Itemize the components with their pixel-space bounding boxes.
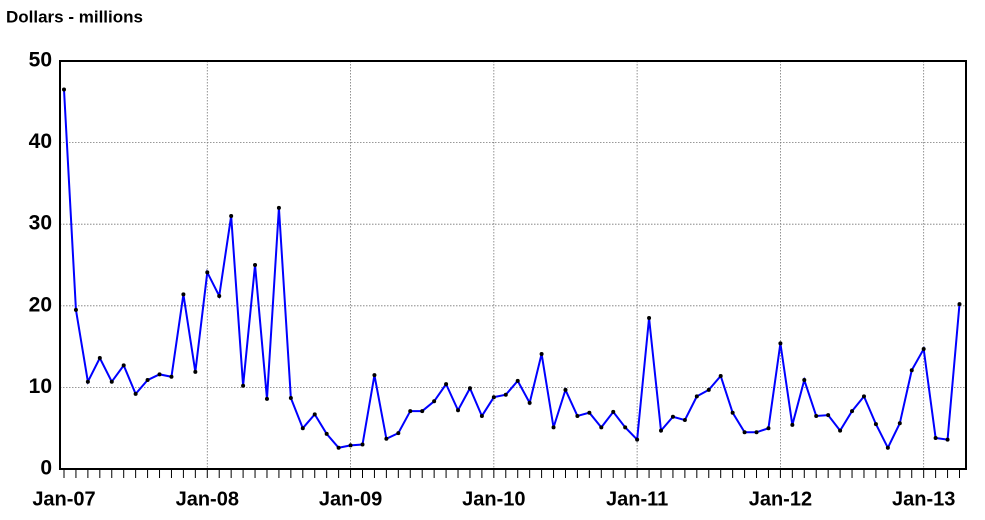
x-tick-label: Jan-08 <box>176 488 239 510</box>
data-point <box>814 413 819 418</box>
data-point <box>372 373 377 378</box>
data-point <box>109 379 114 384</box>
data-point <box>420 409 425 414</box>
data-point <box>205 270 210 275</box>
data-line <box>63 89 961 451</box>
y-tick-label: 10 <box>29 375 52 398</box>
data-point <box>802 378 807 383</box>
data-point <box>229 214 234 219</box>
data-point <box>157 372 162 377</box>
data-point <box>826 413 831 418</box>
y-tick-label: 40 <box>29 130 52 153</box>
data-point <box>300 426 305 431</box>
data-point <box>933 435 938 440</box>
y-tick-label: 50 <box>29 49 52 72</box>
y-tick-label: 20 <box>29 293 52 316</box>
data-point <box>694 394 699 399</box>
data-point <box>467 386 472 391</box>
data-point <box>957 302 962 307</box>
data-point <box>885 445 890 450</box>
data-point <box>288 396 293 401</box>
data-point <box>623 425 628 430</box>
y-axis-label: Dollars - millions <box>6 7 143 26</box>
x-tick-label: Jan-07 <box>32 488 95 510</box>
data-point <box>515 378 520 383</box>
x-tick-label: Jan-09 <box>319 488 382 510</box>
data-point <box>181 292 186 297</box>
data-point <box>432 399 437 404</box>
data-point <box>766 426 771 431</box>
data-point <box>563 387 568 392</box>
data-point <box>456 408 461 413</box>
data-point <box>145 378 150 383</box>
data-point <box>253 263 258 267</box>
data-point <box>897 421 902 426</box>
x-tick-label: Jan-11 <box>606 488 668 510</box>
data-point <box>444 382 449 387</box>
data-point <box>360 442 365 447</box>
data-point <box>62 87 66 92</box>
data-point <box>682 418 687 423</box>
data-point <box>730 410 735 415</box>
data-point <box>73 307 78 312</box>
data-point <box>241 383 246 388</box>
data-point <box>861 394 866 399</box>
data-point <box>778 341 783 346</box>
data-point <box>945 437 950 442</box>
data-point <box>539 351 544 356</box>
plot-frame <box>59 60 967 470</box>
data-point <box>396 431 401 436</box>
data-point <box>909 368 914 373</box>
data-point <box>527 400 532 405</box>
data-point <box>611 409 616 414</box>
y-tick-label: 0 <box>40 457 52 480</box>
data-point <box>754 430 759 435</box>
x-tick-label: Jan-10 <box>462 488 525 510</box>
data-point <box>921 347 926 352</box>
data-point <box>348 443 353 448</box>
x-tick-label: Jan-13 <box>892 488 955 510</box>
data-point <box>264 396 269 401</box>
data-point <box>276 205 281 210</box>
data-point <box>217 294 222 299</box>
data-point <box>718 373 723 378</box>
data-point <box>193 369 198 374</box>
data-point <box>503 392 508 397</box>
data-point <box>85 379 90 384</box>
data-point <box>479 413 484 418</box>
data-point <box>133 391 138 396</box>
data-point <box>635 437 640 442</box>
data-point <box>408 409 413 414</box>
data-point <box>742 430 747 435</box>
data-point <box>706 387 711 392</box>
data-point <box>790 422 795 427</box>
data-point <box>97 356 102 361</box>
data-point <box>312 412 317 417</box>
data-point <box>551 425 556 430</box>
data-point <box>575 413 580 418</box>
y-tick-label: 30 <box>29 212 52 235</box>
data-point <box>599 425 604 430</box>
data-point <box>336 445 341 450</box>
data-point <box>873 422 878 427</box>
data-point <box>121 363 126 368</box>
x-tick-label: Jan-12 <box>749 488 812 510</box>
data-point <box>647 316 652 321</box>
data-point <box>659 428 663 433</box>
data-point <box>838 428 843 433</box>
data-point <box>491 395 496 400</box>
data-point <box>384 436 389 441</box>
data-point <box>587 410 592 415</box>
data-point <box>670 414 675 419</box>
data-point <box>169 374 174 379</box>
data-point <box>850 409 855 414</box>
data-point <box>324 431 329 436</box>
